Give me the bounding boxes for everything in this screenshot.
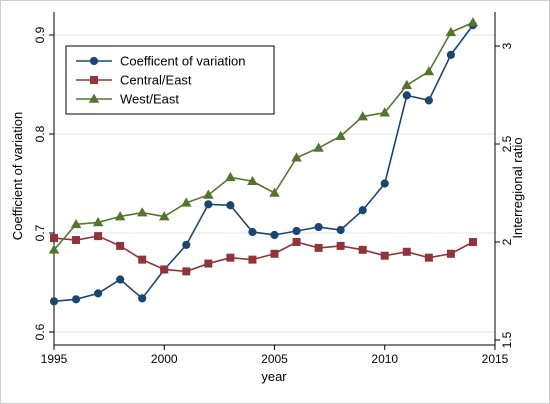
data-point xyxy=(445,26,457,37)
data-point xyxy=(335,130,346,140)
data-point xyxy=(248,255,257,264)
series-line xyxy=(53,24,474,303)
axes: 0.6 0.7 0.8 0.9 1.5 2 2.5 3 1995 2000 2005 2010 2015 xyxy=(33,12,514,366)
data-point xyxy=(181,197,192,207)
legend-marker xyxy=(90,76,98,84)
series-triangle xyxy=(48,17,479,254)
y-tick-label: 0.8 xyxy=(33,125,47,142)
x-axis-label: year xyxy=(261,369,287,384)
x-tick-label: 1995 xyxy=(41,352,68,366)
data-point xyxy=(380,179,389,188)
data-point xyxy=(138,294,147,303)
data-point xyxy=(402,91,411,100)
x-tick-label: 2005 xyxy=(261,352,288,366)
data-point xyxy=(424,253,433,262)
data-point xyxy=(358,206,367,215)
data-point xyxy=(226,253,235,262)
data-point xyxy=(292,226,301,236)
data-point xyxy=(204,259,213,268)
data-point xyxy=(114,211,126,221)
data-point xyxy=(138,255,147,264)
data-point xyxy=(424,96,433,105)
legend-label: Coefficent of variation xyxy=(120,54,246,69)
data-point xyxy=(94,289,103,298)
y-tick-label: 0.9 xyxy=(33,26,47,43)
data-point xyxy=(72,236,81,245)
y2-tick-label: 2 xyxy=(500,238,514,245)
data-point xyxy=(379,107,391,117)
y2-axis-label: Interregional ratio xyxy=(510,137,525,238)
x-tick-label: 2010 xyxy=(371,352,398,366)
data-point xyxy=(158,211,170,221)
data-point xyxy=(136,207,148,217)
data-point xyxy=(446,50,455,59)
data-point xyxy=(380,251,389,260)
data-point xyxy=(270,249,279,258)
y2-tick-label: 2.5 xyxy=(500,135,514,152)
data-point xyxy=(247,175,258,186)
data-point xyxy=(423,66,435,76)
data-point xyxy=(336,225,345,235)
legend: Coefficent of variation Central/East West/… xyxy=(65,45,275,115)
data-point xyxy=(116,241,125,250)
legend-marker xyxy=(89,56,99,66)
data-point xyxy=(50,234,58,243)
data-point xyxy=(292,238,301,246)
y-tick-label: 0.7 xyxy=(33,224,47,241)
data-point xyxy=(226,201,235,210)
data-point xyxy=(92,216,104,227)
y2-tick-label: 1.5 xyxy=(500,331,514,348)
x-tick-label: 2015 xyxy=(482,352,509,366)
data-point xyxy=(313,142,324,152)
data-point xyxy=(204,200,213,209)
data-point xyxy=(70,218,82,229)
data-point xyxy=(314,222,323,232)
series-layer xyxy=(48,17,479,306)
y2-tick-label: 3 xyxy=(500,42,514,49)
data-point xyxy=(314,243,323,252)
data-point xyxy=(116,275,125,284)
legend-label: Central/East xyxy=(120,73,192,88)
data-point xyxy=(225,171,236,182)
data-point xyxy=(358,245,367,254)
data-point xyxy=(71,295,81,304)
data-point xyxy=(357,111,368,121)
legend-marker xyxy=(88,93,100,103)
data-point xyxy=(336,241,345,250)
y-axis-label: Coefficient of variation xyxy=(10,112,25,240)
data-point xyxy=(401,79,413,89)
data-point xyxy=(48,244,60,254)
data-point xyxy=(270,230,279,240)
x-tick-label: 2000 xyxy=(151,352,178,366)
series-square xyxy=(50,232,477,276)
data-point xyxy=(248,227,257,237)
data-point xyxy=(402,247,411,256)
data-point xyxy=(182,267,191,276)
data-point xyxy=(203,189,214,199)
data-point xyxy=(182,240,191,249)
data-point xyxy=(269,187,280,197)
legend-label: West/East xyxy=(120,92,179,107)
series-line xyxy=(53,21,474,251)
data-point xyxy=(94,232,103,241)
y-tick-label: 0.6 xyxy=(33,323,47,340)
data-point xyxy=(291,152,302,162)
data-point xyxy=(446,249,455,258)
data-point xyxy=(49,297,59,306)
data-point xyxy=(467,17,479,27)
data-point xyxy=(160,265,169,274)
data-point xyxy=(468,238,477,246)
